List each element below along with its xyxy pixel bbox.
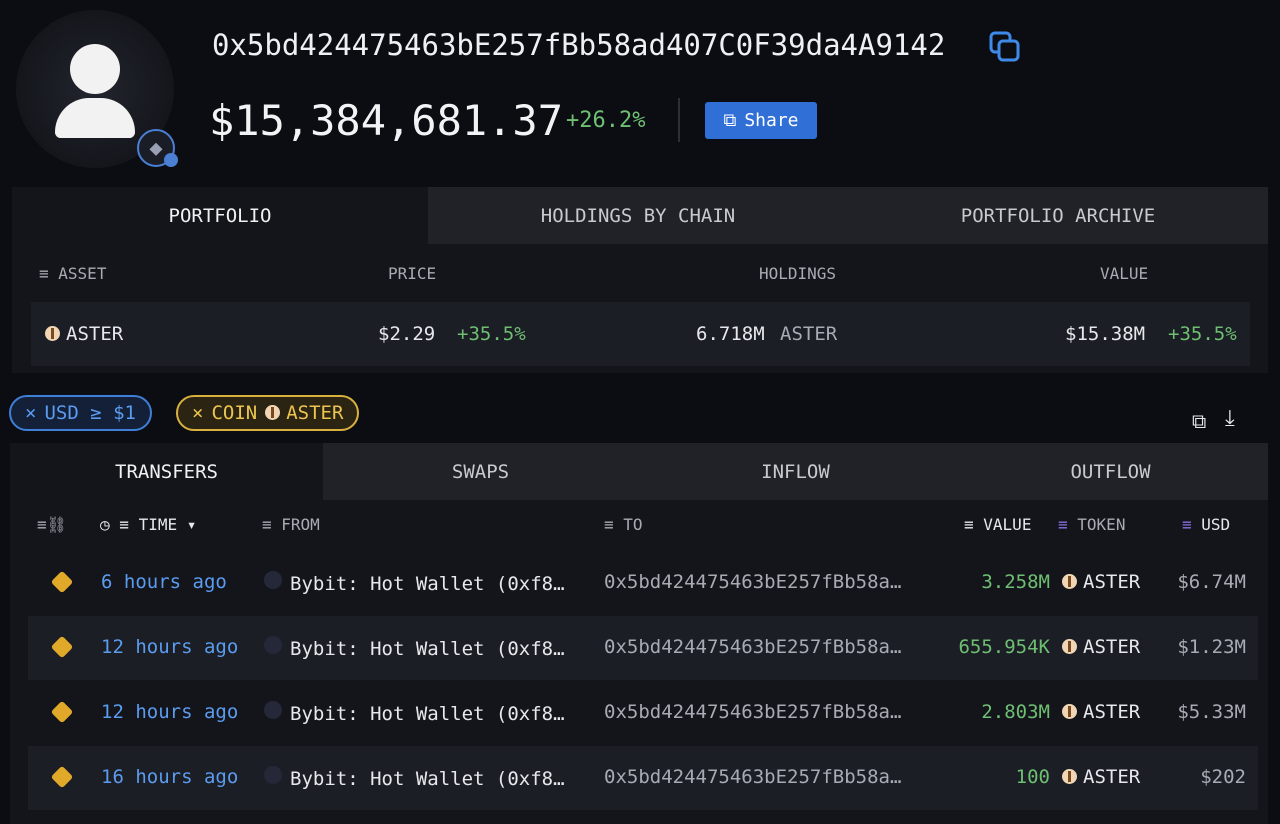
to-address[interactable]: 0x5bd424475463bE257fBb58a… [604, 766, 902, 788]
filter-icon: ≡ [964, 515, 974, 534]
transfer-time[interactable]: 16 hours ago [101, 766, 239, 788]
token[interactable]: ASTER [1062, 571, 1140, 593]
aster-token-icon [1062, 704, 1077, 719]
copy-address-icon[interactable] [988, 30, 1022, 64]
from-address[interactable]: Bybit: Hot Wallet (0xf8… [264, 701, 565, 725]
filter-chip-coin[interactable]: × COIN ASTER [176, 395, 360, 431]
asset-row[interactable]: ASTER $2.29 +35.5% 6.718M ASTER $15.38M … [31, 302, 1250, 366]
avatar-head [70, 44, 120, 94]
download-icon[interactable]: ⤓ [1225, 406, 1235, 431]
filter-icon: ≡ [119, 515, 129, 534]
usd-header[interactable]: ≡ USD [1182, 515, 1231, 534]
share-button[interactable]: ⧉ Share [705, 102, 817, 139]
holdings-unit: ASTER [780, 323, 838, 345]
value-header[interactable]: VALUE [1100, 264, 1149, 283]
wallet-address: 0x5bd424475463bE257fBb58ad407C0F39da4A91… [212, 28, 946, 62]
filter-icon: ≡ [1182, 515, 1192, 534]
bybit-icon [264, 766, 282, 784]
bnb-chain-icon [50, 700, 74, 724]
total-change: +26.2% [566, 108, 646, 133]
transfer-time[interactable]: 6 hours ago [101, 571, 227, 593]
to-address[interactable]: 0x5bd424475463bE257fBb58a… [604, 571, 902, 593]
filter-icon: ≡ [604, 515, 614, 534]
bybit-icon [264, 571, 282, 589]
aster-token-icon [1062, 769, 1077, 784]
time-header[interactable]: ◷ ≡ TIME ▾ [100, 515, 197, 534]
aster-token-icon [1062, 639, 1077, 654]
remove-filter-icon[interactable]: × [192, 402, 204, 424]
table-row[interactable]: 6 hours ago Bybit: Hot Wallet (0xf8… 0x5… [28, 551, 1258, 615]
bnb-chain-icon [50, 765, 74, 789]
aster-token-icon [45, 326, 60, 341]
transfer-usd: $202 [1200, 766, 1246, 788]
bybit-icon [264, 636, 282, 654]
external-link-icon: ⧉ [723, 110, 737, 131]
token[interactable]: ASTER [1062, 766, 1140, 788]
transfer-time[interactable]: 12 hours ago [101, 636, 239, 658]
transfer-usd: $1.23M [1177, 636, 1246, 658]
bybit-icon [264, 701, 282, 719]
transfer-usd: $6.74M [1177, 571, 1246, 593]
transfer-value: 2.803M [981, 701, 1050, 723]
evm-badge-icon [164, 153, 178, 167]
to-header[interactable]: ≡ TO [604, 515, 643, 534]
price-change: +35.5% [457, 323, 526, 345]
from-address[interactable]: Bybit: Hot Wallet (0xf8… [264, 636, 565, 660]
asset-header[interactable]: ≡ ASSET [39, 264, 107, 283]
token-header[interactable]: ≡ TOKEN [1058, 515, 1126, 534]
bnb-chain-icon [50, 570, 74, 594]
tab-outflow[interactable]: OUTFLOW [953, 443, 1268, 500]
tab-portfolio-archive[interactable]: PORTFOLIO ARCHIVE [848, 187, 1268, 244]
value-change: +35.5% [1168, 323, 1237, 345]
link-icon: ⛓ [46, 515, 67, 534]
holdings-header[interactable]: HOLDINGS [759, 264, 837, 283]
to-address[interactable]: 0x5bd424475463bE257fBb58a… [604, 636, 902, 658]
asset-value: $15.38M [1065, 323, 1146, 345]
avatar-body [55, 98, 135, 138]
token[interactable]: ASTER [1062, 701, 1140, 723]
table-row[interactable]: 16 hours ago Bybit: Hot Wallet (0xf8… 0x… [28, 746, 1258, 810]
from-address[interactable]: Bybit: Hot Wallet (0xf8… [264, 766, 565, 790]
filter-icon: ≡ [1058, 515, 1068, 534]
holdings-amount: 6.718M [696, 323, 765, 345]
from-header[interactable]: ≡ FROM [262, 515, 320, 534]
transfer-usd: $5.33M [1177, 701, 1246, 723]
sort-down-icon: ▾ [186, 515, 197, 534]
tab-swaps[interactable]: SWAPS [323, 443, 638, 500]
from-address[interactable]: Bybit: Hot Wallet (0xf8… [264, 571, 565, 595]
tab-transfers[interactable]: TRANSFERS [10, 443, 323, 500]
clock-icon: ◷ [100, 515, 110, 534]
bnb-chain-icon [50, 635, 74, 659]
tab-inflow[interactable]: INFLOW [638, 443, 953, 500]
tab-holdings-by-chain[interactable]: HOLDINGS BY CHAIN [428, 187, 848, 244]
chain-filter-header[interactable]: ≡⛓ [37, 515, 67, 534]
table-row[interactable]: 12 hours ago Bybit: Hot Wallet (0xf8… 0x… [28, 681, 1258, 745]
transfer-value: 100 [1015, 766, 1050, 788]
aster-token-icon [1062, 574, 1077, 589]
table-row[interactable]: 12 hours ago Bybit: Hot Wallet (0xf8… 0x… [28, 616, 1258, 680]
transfer-time[interactable]: 12 hours ago [101, 701, 239, 723]
portfolio-panel: PORTFOLIO HOLDINGS BY CHAIN PORTFOLIO AR… [12, 187, 1268, 373]
aster-token-icon [265, 405, 281, 420]
filter-icon: ≡ [262, 515, 272, 534]
copy-table-icon[interactable]: ⧉ [1192, 409, 1207, 433]
transfers-panel: TRANSFERS SWAPS INFLOW OUTFLOW ≡⛓ ◷ ≡ TI… [10, 443, 1268, 824]
total-value: $15,384,681.37 [209, 96, 564, 145]
transfer-value: 655.954K [958, 636, 1050, 658]
asset-price: $2.29 [378, 323, 436, 345]
token[interactable]: ASTER [1062, 636, 1140, 658]
to-address[interactable]: 0x5bd424475463bE257fBb58a… [604, 701, 902, 723]
price-header[interactable]: PRICE [388, 264, 437, 283]
divider [678, 98, 680, 142]
transfer-value: 3.258M [981, 571, 1050, 593]
tab-portfolio[interactable]: PORTFOLIO [12, 187, 428, 244]
filter-icon: ≡ [39, 264, 49, 283]
value-header[interactable]: ≡ VALUE [964, 515, 1032, 534]
filter-icon: ≡ [37, 515, 47, 534]
filter-chip-usd[interactable]: × USD ≥ $1 [9, 395, 152, 431]
remove-filter-icon[interactable]: × [25, 402, 37, 424]
